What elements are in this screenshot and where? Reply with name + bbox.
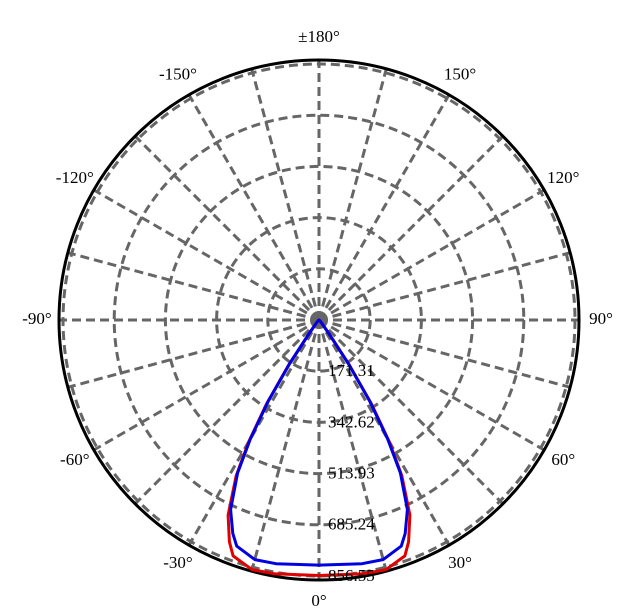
theta-tick-label: 150° [444, 65, 476, 84]
grid-ring [215, 216, 423, 424]
theta-tick-label: -120° [56, 168, 94, 187]
r-tick-label: 856.55 [328, 566, 375, 585]
spoke [67, 251, 320, 322]
spoke [317, 135, 504, 322]
grid-ring [266, 267, 372, 373]
theta-tick-label: -90° [22, 309, 51, 328]
r-tick-label: 342.62 [328, 412, 375, 431]
spoke [317, 318, 504, 505]
spoke [134, 318, 321, 505]
theta-tick-label: -60° [60, 450, 89, 469]
theta-tick-label: 120° [547, 168, 579, 187]
theta-tick-label: -150° [159, 65, 197, 84]
spoke [318, 188, 545, 322]
spoke [250, 68, 321, 321]
r-tick-label: 685.24 [328, 515, 375, 534]
intensity-curve [229, 318, 409, 567]
spoke [317, 94, 451, 321]
spoke [318, 318, 545, 452]
theta-tick-label: 0° [311, 591, 326, 610]
theta-tick-label: 90° [589, 309, 613, 328]
grid-ring [163, 164, 475, 476]
spoke [187, 94, 321, 321]
spoke [250, 319, 321, 572]
spoke [318, 318, 571, 389]
spoke [67, 318, 320, 389]
theta-tick-label: 60° [551, 450, 575, 469]
spoke [317, 319, 388, 572]
spoke [93, 188, 320, 322]
spoke [134, 135, 321, 322]
grid-ring [61, 62, 577, 578]
spoke [318, 251, 571, 322]
outer-circle [57, 58, 581, 582]
theta-tick-label: ±180° [298, 27, 340, 46]
r-tick-label: 513.93 [328, 463, 375, 482]
theta-tick-label: -30° [163, 553, 192, 572]
theta-tick-label: 30° [448, 553, 472, 572]
grid-ring [112, 113, 526, 527]
r-tick-label: 171.31 [328, 361, 375, 380]
spoke [317, 68, 388, 321]
spoke [93, 318, 320, 452]
